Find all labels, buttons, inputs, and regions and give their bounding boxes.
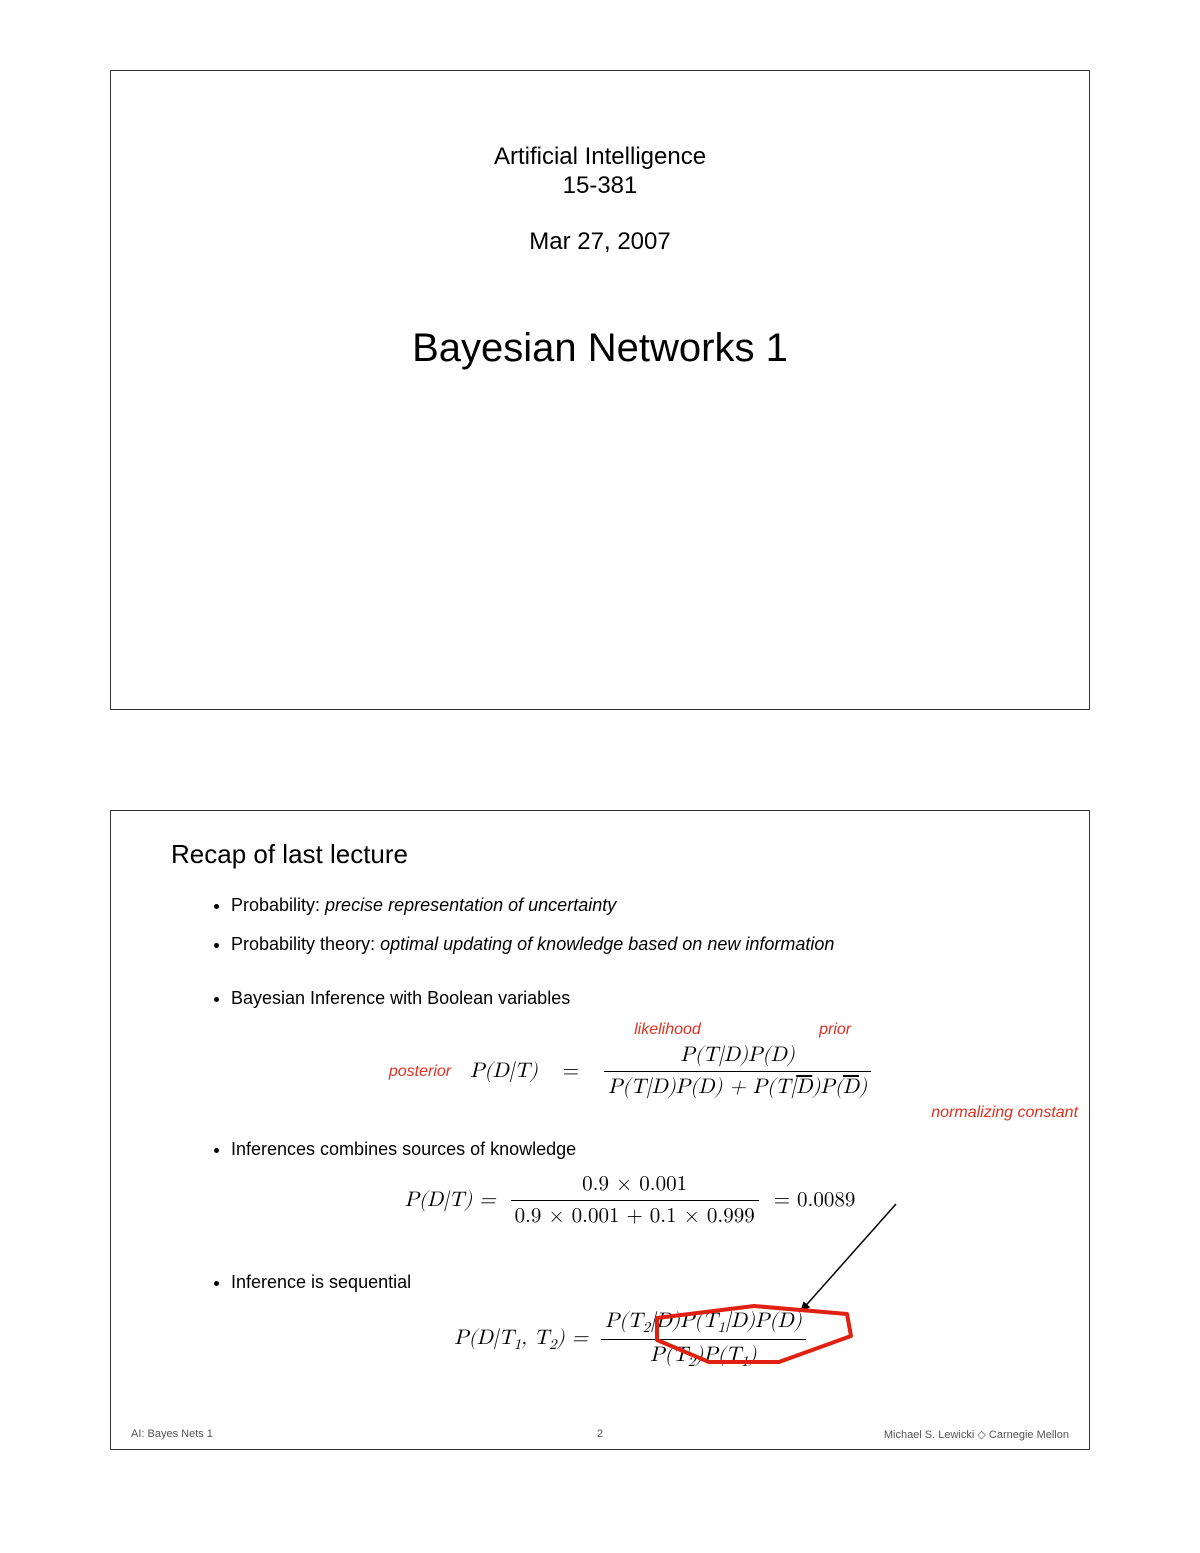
eq2-fraction: 0.9 × 0.001 0.9 × 0.001 + 0.1 × 0.999: [511, 1171, 759, 1231]
recap-slide: Recap of last lecture Probability: preci…: [110, 810, 1090, 1450]
footer-center: 2: [597, 1428, 603, 1440]
slide-heading: Recap of last lecture: [171, 839, 1029, 870]
likelihood-annotation: likelihood: [634, 1020, 701, 1041]
bullet-text: Inference is sequential: [231, 1272, 411, 1292]
eq3-fraction: P(T2|D)P(T1|D)P(D) P(T2)P(T1): [601, 1308, 806, 1372]
title-slide: Artificial Intelligence 15-381 Mar 27, 2…: [110, 70, 1090, 710]
numeric-example: P(D|T) = 0.9 × 0.001 0.9 × 0.001 + 0.1 ×…: [231, 1171, 1029, 1231]
eq3-num: P(T2|D)P(T1|D)P(D): [601, 1308, 806, 1340]
bullet-text: Bayesian Inference with Boolean variable…: [231, 988, 570, 1008]
eq2-num: 0.9 × 0.001: [511, 1171, 759, 1201]
eq-lhs: P(D|T): [470, 1058, 538, 1085]
bayes-formula: posterior P(D|T) = likelihood prior P(T|…: [231, 1042, 1029, 1102]
lecture-date: Mar 27, 2007: [111, 228, 1089, 256]
normalizing-annotation: normalizing constant: [931, 1104, 1078, 1121]
bullet-italic: optimal updating of knowledge based on n…: [380, 934, 834, 954]
lecture-title: Bayesian Networks 1: [111, 326, 1089, 371]
eq-equals: =: [563, 1058, 579, 1085]
eq2-lhs: P(D|T) =: [405, 1187, 496, 1214]
page: Artificial Intelligence 15-381 Mar 27, 2…: [0, 0, 1200, 1553]
bottom-annotation: normalizing constant: [871, 1098, 1138, 1125]
slide-footer: AI: Bayes Nets 1 2 Michael S. Lewicki ◇ …: [131, 1428, 1069, 1441]
bullet-combines-knowledge: Inferences combines sources of knowledge…: [231, 1138, 1029, 1231]
bullet-probability: Probability: precise representation of u…: [231, 894, 1029, 917]
bullet-label: Probability:: [231, 895, 325, 915]
eq2-den: 0.9 × 0.001 + 0.1 × 0.999: [511, 1201, 759, 1230]
prior-annotation: prior: [819, 1020, 851, 1041]
bullet-text: Inferences combines sources of knowledge: [231, 1139, 576, 1159]
sequential-formula: P(D|T1, T2) = P(T2|D)P(T1|D)P(D) P(T2)P(…: [231, 1308, 1029, 1372]
bullet-list: Probability: precise representation of u…: [171, 894, 1029, 1372]
eq3-den: P(T2)P(T1): [601, 1340, 806, 1371]
eq3-lhs: P(D|T1, T2) =: [454, 1325, 588, 1354]
denominator: P(T|D)P(D) + P(T|D)P(D): [604, 1072, 871, 1101]
footer-right: Michael S. Lewicki ◇ Carnegie Mellon: [884, 1428, 1069, 1441]
bullet-sequential: Inference is sequential P(D|T1, T2) = P(…: [231, 1271, 1029, 1372]
bullet-italic: precise representation of uncertainty: [325, 895, 616, 915]
posterior-annotation: posterior: [389, 1062, 451, 1083]
footer-left: AI: Bayes Nets 1: [131, 1428, 213, 1440]
bullet-bayes-inference: Bayesian Inference with Boolean variable…: [231, 987, 1029, 1102]
course-number: 15-381: [111, 172, 1089, 200]
bullet-label: Probability theory:: [231, 934, 380, 954]
bullet-prob-theory: Probability theory: optimal updating of …: [231, 933, 1029, 956]
bayes-fraction: P(T|D)P(D) P(T|D)P(D) + P(T|D)P(D): [604, 1042, 871, 1102]
eq2-rhs: = 0.0089: [774, 1187, 856, 1214]
course-title: Artificial Intelligence: [111, 141, 1089, 172]
numerator: P(T|D)P(D): [604, 1042, 871, 1072]
